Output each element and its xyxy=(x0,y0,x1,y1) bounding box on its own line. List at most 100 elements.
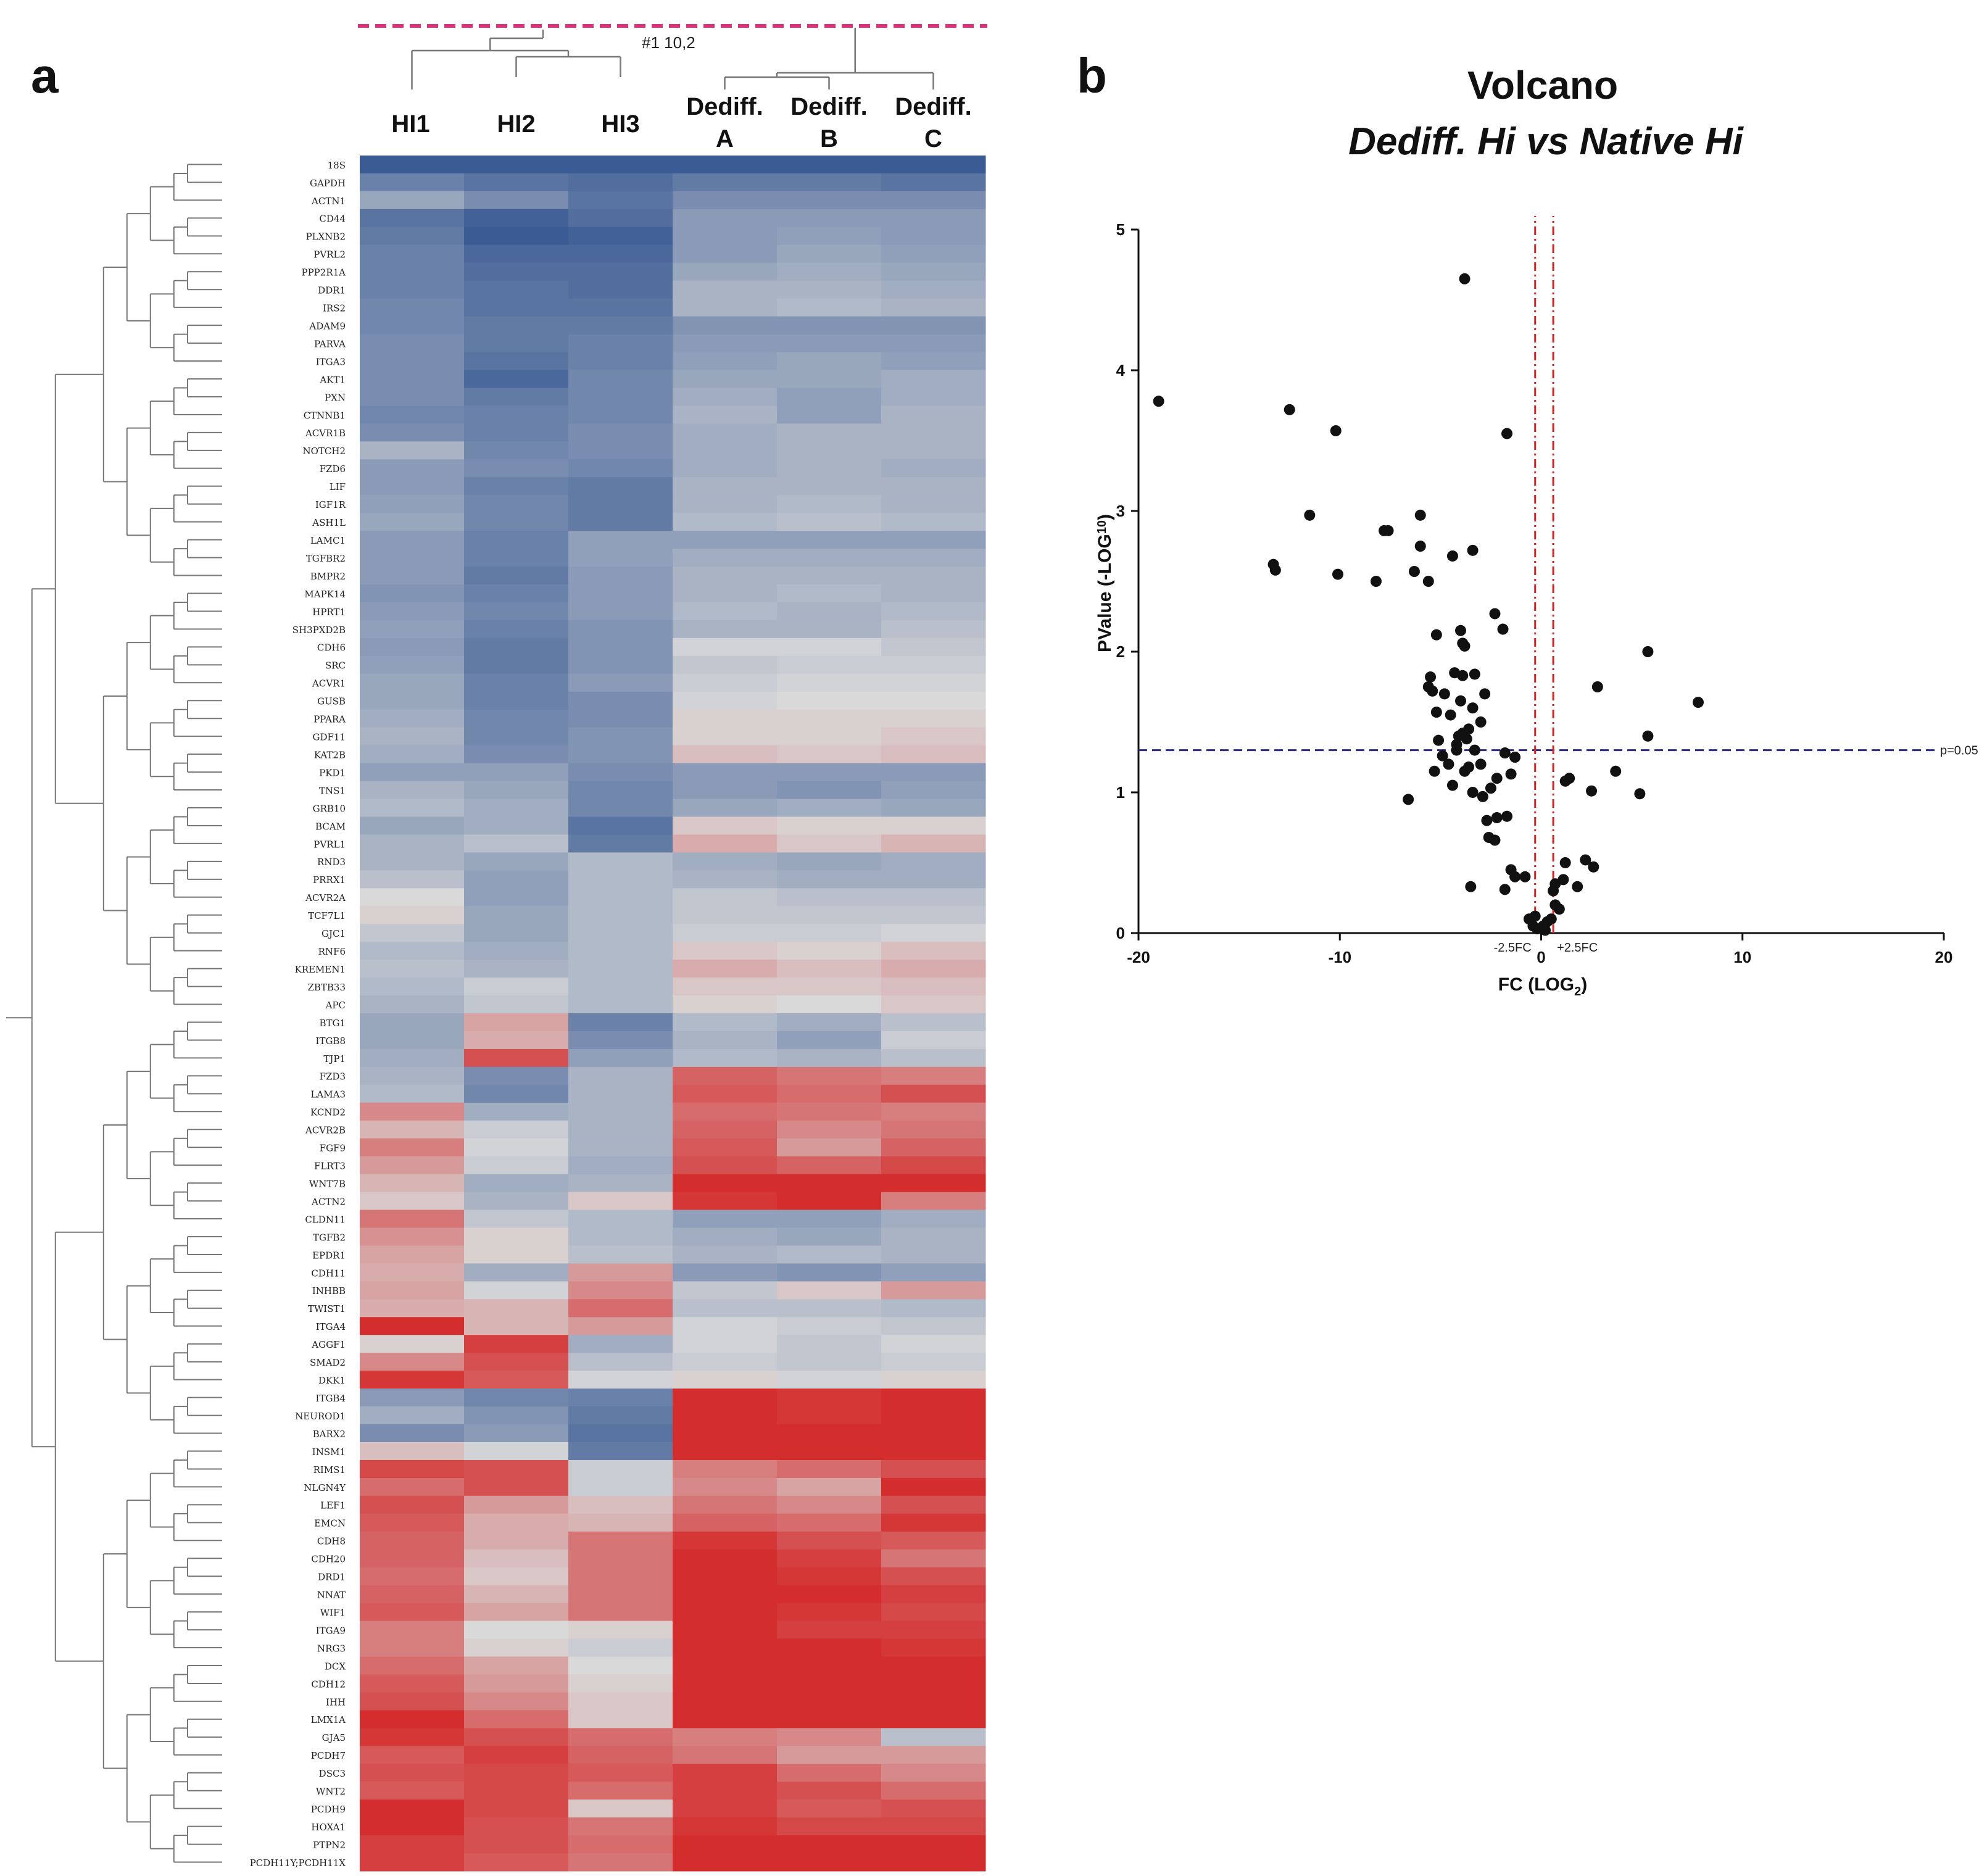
row-label: ZBTB33 xyxy=(307,982,346,993)
volcano-point xyxy=(1408,566,1420,578)
column-label: Dediff. xyxy=(895,93,971,120)
heatmap-cell xyxy=(360,298,465,317)
heatmap-cell xyxy=(673,209,778,228)
heatmap-cell xyxy=(568,1603,673,1622)
row-label: FGF9 xyxy=(320,1143,346,1154)
row-label: ACTN2 xyxy=(311,1196,346,1207)
row-label: PCDH11Y;PCDH11X xyxy=(250,1857,346,1869)
volcano-reference-lines: p=0.05 -2.5FC +2.5FC xyxy=(1139,216,1978,955)
row-label: PCDH7 xyxy=(311,1750,346,1761)
row-label: DDR1 xyxy=(318,285,346,296)
heatmap-cell xyxy=(464,316,569,335)
row-label: CDH6 xyxy=(317,642,346,654)
heatmap-cell xyxy=(673,567,778,585)
heatmap-cell xyxy=(673,1728,778,1746)
heatmap-cell xyxy=(568,1513,673,1532)
x-tick-label: 0 xyxy=(1537,948,1545,966)
heatmap-cell xyxy=(464,1603,569,1622)
heatmap-cell xyxy=(360,1710,465,1729)
heatmap-cell xyxy=(360,1835,465,1854)
heatmap-cell xyxy=(568,763,673,782)
heatmap-cell xyxy=(360,1656,465,1675)
volcano-point xyxy=(1382,525,1394,536)
row-label: HPRT1 xyxy=(312,607,346,618)
heatmap-cell xyxy=(360,1424,465,1443)
heatmap-cell xyxy=(881,1674,986,1693)
row-label: PRRX1 xyxy=(313,874,346,886)
heatmap-cell xyxy=(673,156,778,174)
heatmap-cell xyxy=(464,423,569,442)
row-label: ITGA3 xyxy=(316,356,346,367)
heatmap-cell xyxy=(673,549,778,567)
heatmap-cell xyxy=(360,673,465,692)
heatmap-cell xyxy=(360,1603,465,1622)
heatmap-cell xyxy=(673,1371,778,1389)
row-label: GAPDH xyxy=(310,178,346,189)
heatmap-cell xyxy=(777,888,882,907)
row-label: PARVA xyxy=(314,338,346,349)
heatmap-cell xyxy=(360,173,465,192)
heatmap-cell xyxy=(777,388,882,406)
heatmap-cell xyxy=(777,1138,882,1157)
heatmap-cell xyxy=(881,709,986,728)
heatmap-cell xyxy=(568,567,673,585)
heatmap-cell xyxy=(881,388,986,406)
heatmap-cell xyxy=(360,156,465,174)
heatmap-cell xyxy=(464,906,569,924)
heatmap-cell xyxy=(673,1084,778,1103)
heatmap-cell xyxy=(464,1424,569,1443)
heatmap-cell xyxy=(360,888,465,907)
heatmap-cell xyxy=(464,1567,569,1586)
heatmap-cell xyxy=(881,1603,986,1622)
row-label: PVRL2 xyxy=(313,249,346,260)
heatmap-cell xyxy=(568,745,673,764)
volcano-point xyxy=(1438,688,1450,700)
heatmap-cell xyxy=(568,1764,673,1782)
volcano-point xyxy=(1332,568,1343,580)
heatmap-cell xyxy=(777,459,882,478)
heatmap-cell xyxy=(777,1835,882,1854)
fold-change-threshold-label: +2.5FC xyxy=(1557,941,1598,955)
row-label: ACVR1 xyxy=(312,678,346,689)
volcano-point xyxy=(1284,404,1295,415)
heatmap-cell xyxy=(881,513,986,531)
heatmap-cell xyxy=(777,727,882,746)
volcano-point xyxy=(1491,773,1503,784)
heatmap-cell xyxy=(568,1263,673,1282)
volcano-point xyxy=(1610,765,1622,777)
heatmap-cell xyxy=(673,1835,778,1854)
heatmap-cell xyxy=(360,1245,465,1264)
heatmap-cell xyxy=(673,495,778,513)
volcano-point xyxy=(1457,670,1469,681)
heatmap-cell xyxy=(881,1656,986,1675)
heatmap-cell xyxy=(881,620,986,639)
heatmap-cell xyxy=(777,1799,882,1818)
heatmap-cell xyxy=(777,816,882,835)
heatmap-cell xyxy=(568,673,673,692)
volcano-point xyxy=(1153,396,1164,407)
heatmap-cell xyxy=(881,1406,986,1425)
row-labels: 18S GAPDH ACTN1 CD44 PLXNB2 PVRL2 PPP2R1A DDR1 I… xyxy=(250,160,346,1869)
volcano-point xyxy=(1479,688,1491,700)
heatmap-cell xyxy=(881,495,986,513)
panel-a-letter: a xyxy=(31,48,59,103)
heatmap-cell xyxy=(673,977,778,996)
heatmap-cell xyxy=(360,531,465,549)
volcano-point xyxy=(1446,550,1458,562)
heatmap-cell xyxy=(568,1281,673,1300)
heatmap-cell xyxy=(777,960,882,978)
heatmap-cell xyxy=(360,1174,465,1193)
heatmap-cell xyxy=(777,763,882,782)
heatmap-cell xyxy=(777,316,882,335)
heatmap-cell xyxy=(673,1138,778,1157)
heatmap-cell xyxy=(673,1782,778,1800)
volcano-point xyxy=(1414,509,1426,521)
heatmap-cell xyxy=(881,942,986,960)
heatmap-cell xyxy=(360,1764,465,1782)
heatmap-cell xyxy=(568,977,673,996)
heatmap-top-annotation: #1 10,2 xyxy=(642,33,695,52)
heatmap-cell xyxy=(360,1084,465,1103)
heatmap-cell xyxy=(673,906,778,924)
heatmap-cell xyxy=(777,1674,882,1693)
heatmap-cell xyxy=(777,423,882,442)
